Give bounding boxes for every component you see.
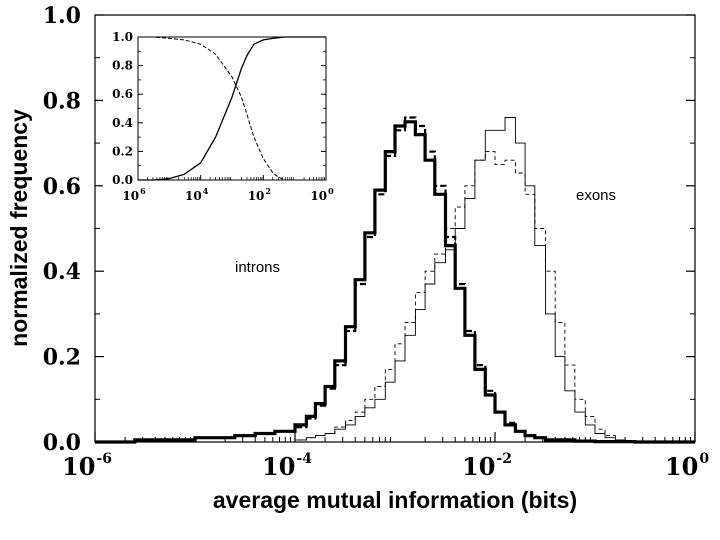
x-tick-exponent: -2 [496, 451, 512, 467]
y-tick-label: 0.0 [43, 430, 81, 456]
inset-ticks [137, 36, 327, 181]
inset-y-tick-label: 0.6 [112, 87, 133, 101]
annotation-introns: introns [235, 259, 280, 276]
series-introns-thick-solid [95, 120, 695, 444]
series-exons-thin-solid [264, 117, 626, 443]
y-tick-label: 0.6 [43, 174, 81, 200]
inset-y-tick-label: 1.0 [112, 30, 133, 44]
x-tick-label: 10-4 [262, 451, 312, 481]
main-series-group [95, 116, 695, 444]
inset-x-tick-exponent: 2 [265, 186, 271, 196]
x-tick-exponent: -6 [96, 451, 112, 467]
inset-series-group [138, 36, 326, 181]
inset-x-tick-exponent: 0 [328, 186, 334, 196]
inset-y-tick-label: 0.2 [112, 144, 133, 158]
x-tick-label: 100 [665, 451, 709, 481]
x-axis-label: average mutual information (bits) [213, 487, 577, 513]
x-tick-exponent: -4 [296, 451, 312, 467]
x-tick-exponent: 0 [699, 451, 709, 467]
main-y-tick-labels: 0.0 0.2 0.4 0.6 0.8 1.0 [43, 3, 81, 456]
inset-series-solid [138, 36, 326, 181]
y-tick-label: 0.8 [43, 88, 81, 114]
series-exons-thin-dashed [264, 151, 626, 443]
inset-y-tick-label: 0.0 [112, 173, 133, 187]
inset-y-tick-label: 0.4 [112, 116, 133, 130]
y-tick-label: 1.0 [43, 3, 81, 29]
y-tick-label: 0.2 [43, 345, 81, 371]
inset-background [103, 22, 335, 210]
y-axis-label: normalized frequency [6, 109, 32, 347]
inset-y-tick-label: 0.8 [112, 59, 133, 73]
inset-x-tick-exponent: 6 [140, 186, 146, 196]
x-tick-label: 10-6 [62, 451, 112, 481]
main-x-tick-labels: 10-6 10-4 10-2 100 [62, 451, 709, 481]
annotation-exons: exons [576, 187, 616, 204]
inset-x-tick-exponent: 4 [203, 186, 209, 196]
inset-y-tick-labels: 0.0 0.2 0.4 0.6 0.8 1.0 [112, 30, 133, 187]
x-tick-label: 10-2 [462, 451, 512, 481]
y-tick-label: 0.4 [43, 259, 81, 285]
inset-series-dashed [138, 36, 326, 181]
